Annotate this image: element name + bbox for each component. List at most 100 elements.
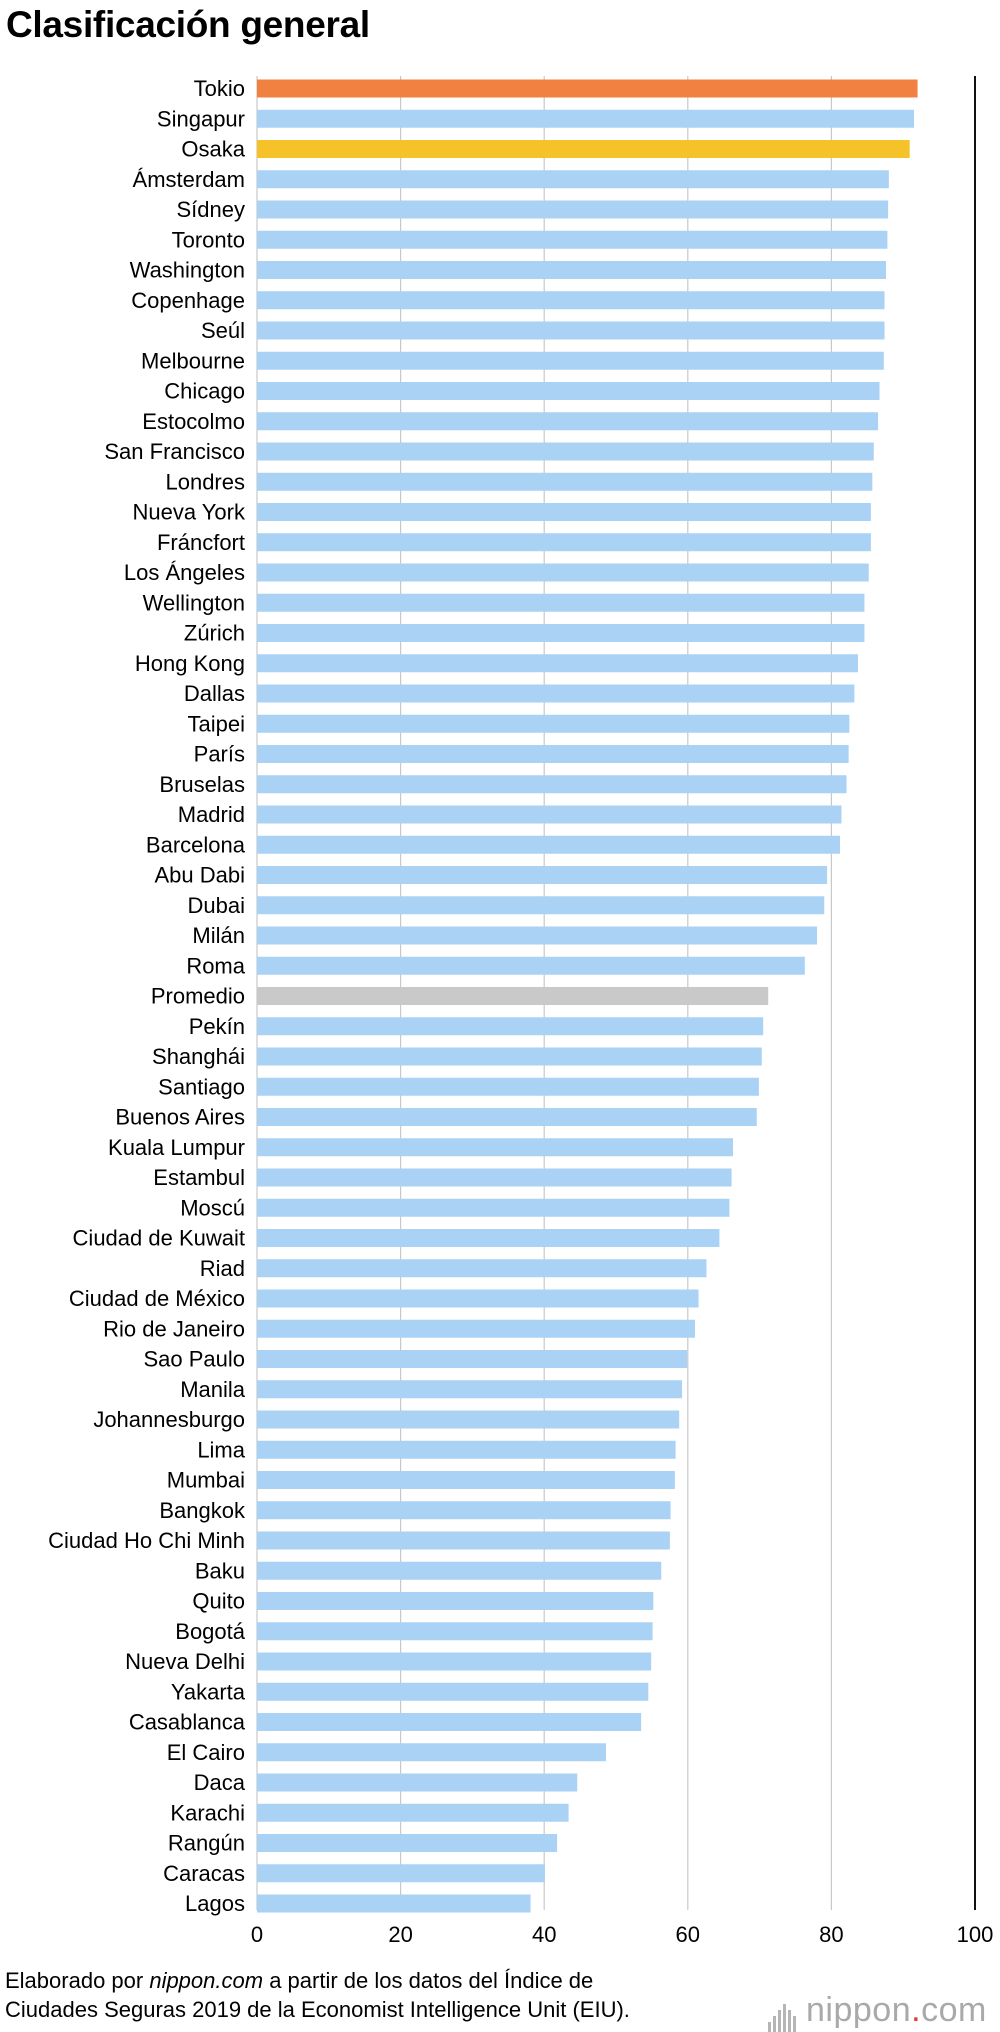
bar-copenhage xyxy=(257,291,885,310)
source-note-prefix: Elaborado por xyxy=(5,1968,150,1993)
category-label-promedio: Promedio xyxy=(151,984,245,1009)
category-label-buenos-aires: Buenos Aires xyxy=(115,1105,245,1130)
category-label-kuala-lumpur: Kuala Lumpur xyxy=(108,1135,245,1160)
x-tick-label-20: 20 xyxy=(388,1922,412,1947)
category-label-karachi: Karachi xyxy=(170,1800,245,1825)
source-note-suffix: a partir de los datos del Índice de xyxy=(263,1968,594,1993)
bar-francfort xyxy=(257,533,871,552)
category-label-manila: Manila xyxy=(180,1377,246,1402)
bar-nueva-york xyxy=(257,503,871,521)
category-label-taipei: Taipei xyxy=(188,711,245,736)
source-note-line2: Ciudades Seguras 2019 de la Economist In… xyxy=(5,1997,630,2022)
category-label-bangkok: Bangkok xyxy=(159,1498,246,1523)
bar-daca xyxy=(257,1773,578,1792)
bar-riad xyxy=(257,1259,707,1278)
x-tick-label-100: 100 xyxy=(957,1922,994,1947)
bar-san-francisco xyxy=(257,442,874,461)
bar-mumbai xyxy=(257,1471,675,1489)
bar-wellington xyxy=(257,593,865,612)
category-label-bogota: Bogotá xyxy=(175,1619,245,1644)
x-tick-label-60: 60 xyxy=(676,1922,700,1947)
source-note: Elaborado por nippon.com a partir de los… xyxy=(5,1966,785,2024)
category-label-yakarta: Yakarta xyxy=(171,1679,246,1704)
bar-karachi xyxy=(257,1803,569,1822)
bar-quito xyxy=(257,1592,654,1610)
bar-dallas xyxy=(257,684,855,703)
bar-osaka xyxy=(257,140,910,158)
category-label-lagos: Lagos xyxy=(185,1891,245,1916)
category-label-quito: Quito xyxy=(192,1589,245,1614)
category-label-paris: París xyxy=(194,742,245,767)
bar-sao-paulo xyxy=(257,1350,688,1368)
source-link-text: nippon.com xyxy=(149,1968,264,1993)
category-label-roma: Roma xyxy=(186,953,245,978)
category-label-nueva-delhi: Nueva Delhi xyxy=(125,1649,245,1674)
category-label-wellington: Wellington xyxy=(143,590,245,615)
category-label-melbourne: Melbourne xyxy=(141,348,245,373)
category-label-estocolmo: Estocolmo xyxy=(142,409,245,434)
bar-rangun xyxy=(257,1834,558,1852)
category-label-milan: Milán xyxy=(192,923,245,948)
category-label-osaka: Osaka xyxy=(181,137,245,162)
bar-baku xyxy=(257,1561,662,1580)
bar-taipei xyxy=(257,714,850,733)
category-label-casablanca: Casablanca xyxy=(129,1710,246,1735)
category-label-lima: Lima xyxy=(197,1437,245,1462)
category-label-bruselas: Bruselas xyxy=(159,772,245,797)
category-label-rangun: Rangún xyxy=(168,1831,245,1856)
category-label-ciudad-ho-chi-minh: Ciudad Ho Chi Minh xyxy=(48,1528,245,1553)
bar-buenos-aires xyxy=(257,1108,757,1126)
chart-title: Clasificación general xyxy=(6,4,370,45)
category-label-abu-dabi: Abu Dabi xyxy=(154,863,245,888)
bar-hong-kong xyxy=(257,654,858,673)
bar-chicago xyxy=(257,382,880,400)
bar-santiago xyxy=(257,1077,759,1096)
x-tick-label-40: 40 xyxy=(532,1922,556,1947)
category-label-sao-paulo: Sao Paulo xyxy=(143,1347,245,1372)
logo-name: nippon xyxy=(806,1991,912,2029)
category-label-nueva-york: Nueva York xyxy=(132,500,246,525)
category-label-toronto: Toronto xyxy=(172,227,245,252)
bar-yakarta xyxy=(257,1682,649,1701)
category-label-shanghai: Shanghái xyxy=(152,1044,245,1069)
bar-zurich xyxy=(257,624,865,642)
bar-estocolmo xyxy=(257,412,879,431)
bar-rio-de-janeiro xyxy=(257,1319,695,1338)
bar-nueva-delhi xyxy=(257,1652,652,1671)
bar-dubai xyxy=(257,896,825,915)
category-label-mumbai: Mumbai xyxy=(167,1468,245,1493)
bar-melbourne xyxy=(257,351,884,370)
bar-toronto xyxy=(257,230,888,249)
bar-manila xyxy=(257,1380,683,1399)
category-label-el-cairo: El Cairo xyxy=(167,1740,245,1765)
bar-abu-dabi xyxy=(257,866,828,884)
category-label-caracas: Caracas xyxy=(163,1861,245,1886)
category-label-madrid: Madrid xyxy=(178,802,245,827)
category-label-san-francisco: San Francisco xyxy=(104,439,245,464)
category-label-hong-kong: Hong Kong xyxy=(135,651,245,676)
category-label-estambul: Estambul xyxy=(153,1165,245,1190)
bar-estambul xyxy=(257,1168,732,1187)
bar-bogota xyxy=(257,1622,653,1641)
bar-pekin xyxy=(257,1017,764,1036)
bar-singapur xyxy=(257,109,914,128)
bar-ciudad-de-kuwait xyxy=(257,1229,720,1247)
bar-shanghai xyxy=(257,1047,762,1066)
bar-moscu xyxy=(257,1198,730,1217)
bar-milan xyxy=(257,926,818,945)
x-tick-label-0: 0 xyxy=(251,1922,263,1947)
bar-el-cairo xyxy=(257,1743,606,1762)
category-label-pekin: Pekín xyxy=(189,1014,245,1039)
category-label-ciudad-de-mexico: Ciudad de México xyxy=(69,1286,245,1311)
bar-kuala-lumpur xyxy=(257,1138,734,1157)
category-label-londres: Londres xyxy=(165,469,245,494)
bar-layer xyxy=(257,79,918,1913)
bar-caracas xyxy=(257,1864,545,1883)
bar-madrid xyxy=(257,805,842,824)
category-label-santiago: Santiago xyxy=(158,1074,245,1099)
category-label-tokio: Tokio xyxy=(194,76,245,101)
category-label-daca: Daca xyxy=(194,1770,246,1795)
bar-promedio xyxy=(257,987,769,1005)
bar-lagos xyxy=(257,1894,531,1913)
category-label-francfort: Fráncfort xyxy=(157,530,245,555)
